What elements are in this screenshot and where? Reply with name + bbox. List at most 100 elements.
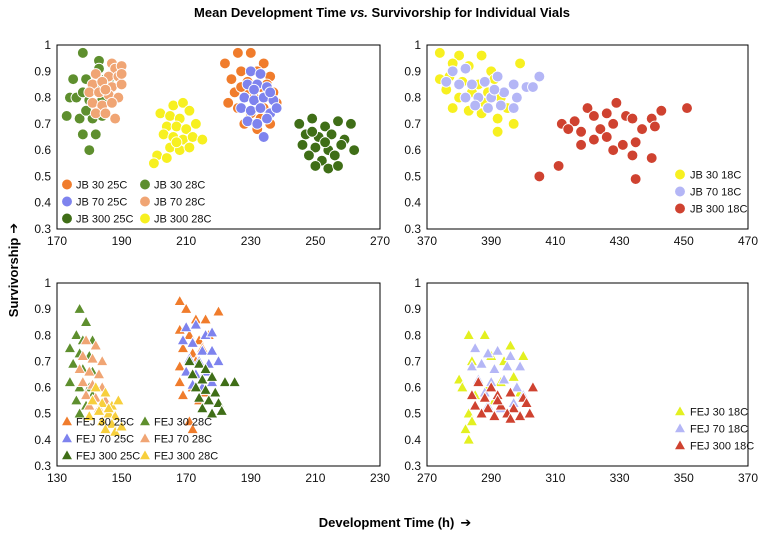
y-tick-label: 0.3 [34,459,51,473]
data-point [471,375,485,387]
data-point [513,359,527,372]
data-point [160,152,173,164]
legend-marker [138,448,152,461]
data-point [507,118,520,130]
data-point [244,65,257,78]
data-point [244,104,257,117]
legend-label: FEJ 300 25C [76,451,140,463]
legend-marker [61,212,73,225]
data-point [170,136,183,149]
data-point [205,370,219,382]
data-point [466,78,478,91]
data-point [497,372,511,385]
data-point [588,133,600,146]
data-point [332,160,344,172]
data-point [170,120,183,133]
x-tick-label: 410 [545,234,565,248]
data-point [446,102,459,114]
data-point [575,139,587,151]
data-point [186,131,199,143]
data-point [251,118,264,130]
x-tick-label: 190 [241,471,261,485]
legend-marker [138,414,152,427]
legend-item-fej-70-25c: FEJ 70 25C [60,431,134,446]
data-point [459,91,472,104]
legend-marker [138,431,152,444]
data-point [208,385,222,398]
data-point [73,302,87,314]
legend-marker [673,421,687,434]
data-point [309,141,322,154]
data-point [148,157,160,170]
data-point [511,91,523,104]
legend-marker [60,414,74,427]
data-point [507,78,520,91]
y-tick-label: 0.4 [404,433,421,447]
legend-label: FEJ 70 25C [76,434,134,446]
legend: JB 30 18C JB 70 18C JB 300 18C [674,168,748,216]
data-point [219,57,231,70]
y-tick-label: 0.9 [404,64,421,78]
data-point [99,83,112,96]
data-point [202,393,216,406]
data-point [610,96,623,109]
data-point [180,123,193,135]
data-point [475,49,488,62]
data-point [82,409,96,421]
data-point [484,380,498,393]
y-tick-label: 0.9 [34,64,51,78]
data-point [189,317,203,330]
legend-item-fej-300-25c: FEJ 300 25C [60,448,140,463]
legend-label: FEJ 70 18C [690,424,748,436]
data-point [63,375,77,387]
legend-label: FEJ 70 28C [154,434,212,446]
data-point [79,388,93,401]
data-point [325,128,338,141]
data-point [222,96,235,109]
data-point [649,120,661,133]
plot-frame [426,282,749,467]
data-point [481,401,495,414]
legend: FEJ 30 18C FEJ 70 18C FEJ 300 18C [673,404,754,453]
y-tick-label: 0.7 [404,354,421,368]
legend-label: FEJ 300 28C [154,451,218,463]
data-point [482,102,494,114]
data-point [86,351,99,364]
data-point [516,349,530,361]
data-point [154,107,167,120]
data-point [498,86,510,99]
data-point [115,68,128,80]
x-tick-label: 270 [417,471,437,485]
legend-label: FEJ 300 18C [690,441,754,453]
data-point [106,96,118,109]
data-point [189,380,203,393]
figure-title: Mean Development Time vs. Survivorship f… [194,5,570,20]
data-point [89,128,102,141]
data-point [626,112,639,125]
y-tick-label: 0.4 [404,196,421,210]
data-point [481,346,495,359]
data-point [76,375,90,387]
data-point [319,120,331,133]
data-point [487,409,501,421]
data-point [514,57,526,70]
data-point [115,419,129,432]
series-jb-70-28c [83,57,128,125]
panel-fej-25c-28c: 130 150 170 190 210 230 0.3 0.4 0.5 0.6 0.7 0.8 0.9 1… [34,276,390,485]
y-tick-label: 0.8 [404,328,421,342]
legend-marker [139,212,151,225]
data-point [167,99,180,112]
data-point [488,83,501,96]
data-point [192,357,206,369]
legend-label: FEJ 30 25C [76,417,134,429]
y-tick-label: 0.7 [34,354,51,368]
x-tick-label: 150 [112,471,132,485]
data-point [199,362,213,374]
data-point [164,110,176,122]
data-point [453,49,465,62]
data-point [66,357,80,369]
y-tick-label: 0.6 [34,381,51,395]
data-point [478,75,491,88]
series-jb-70-18c [440,62,546,114]
x-tick-label: 210 [176,234,196,248]
